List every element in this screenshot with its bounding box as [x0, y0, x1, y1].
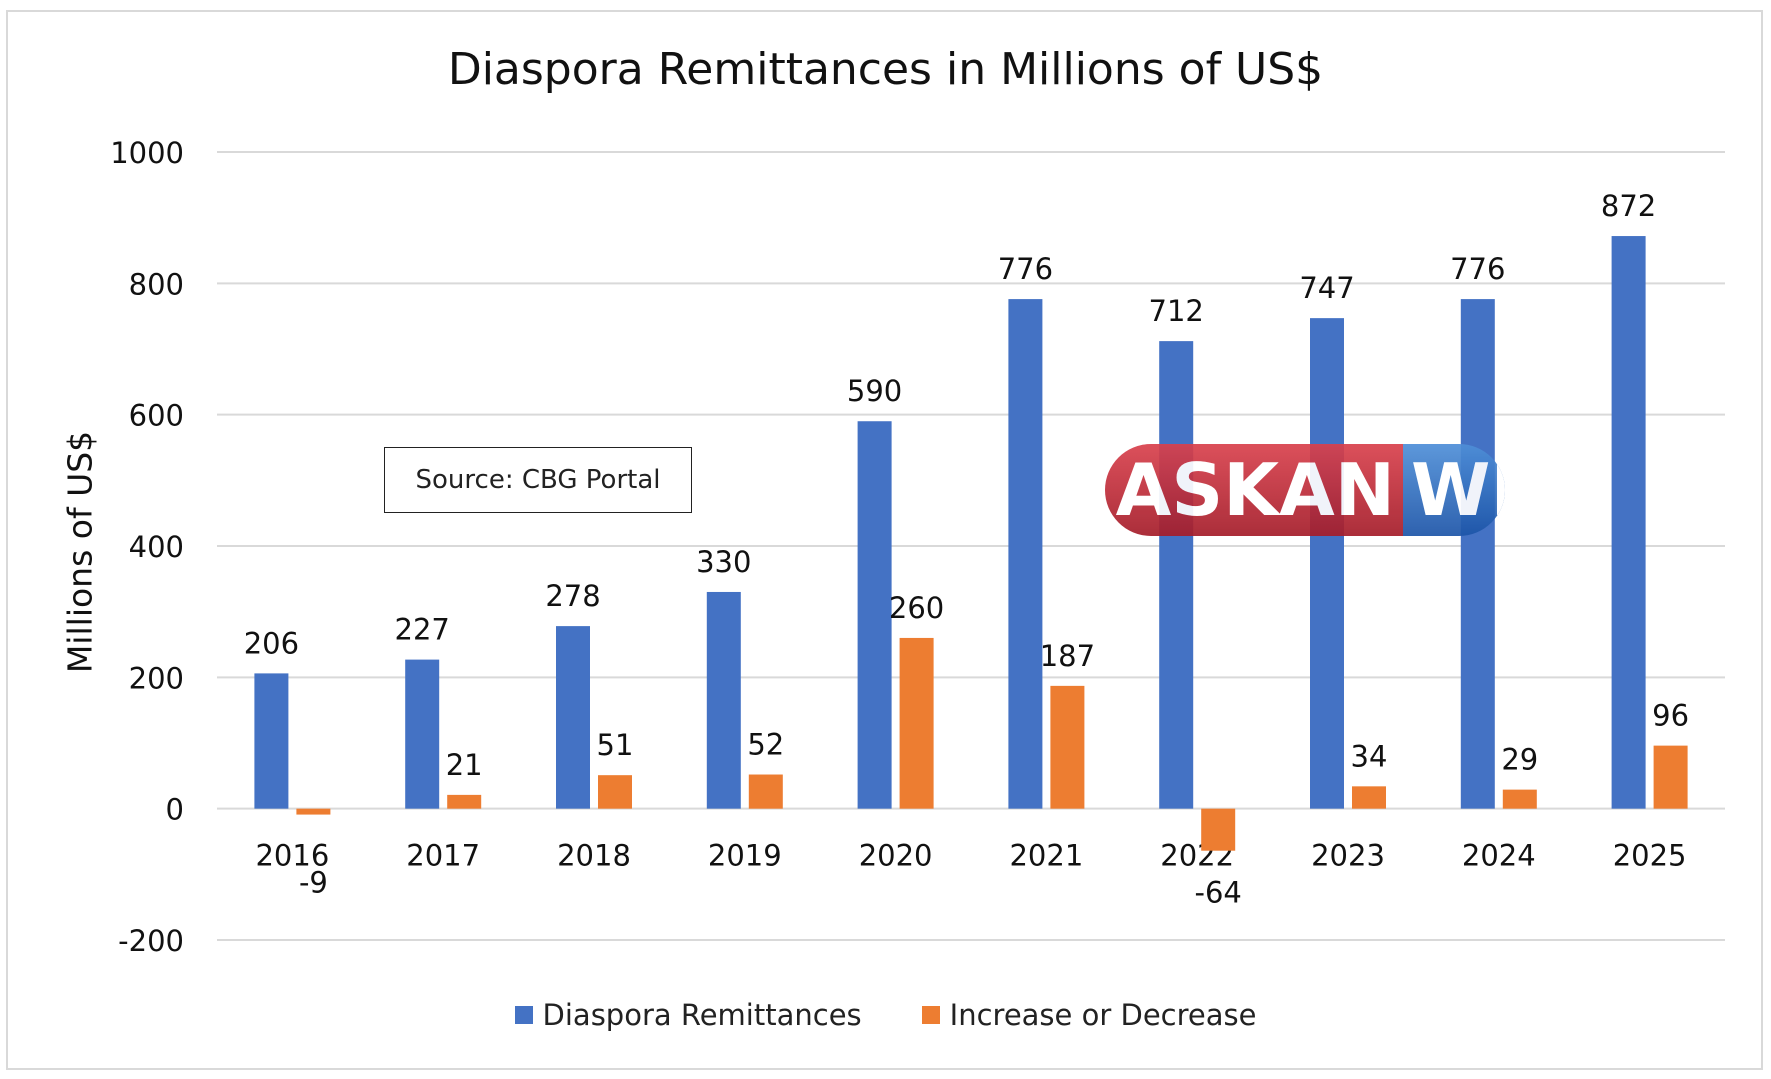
y-tick-label: 200: [129, 661, 184, 695]
bar-change: [598, 775, 632, 809]
legend-label-remittances: Diaspora Remittances: [542, 998, 862, 1032]
bar-change: [748, 774, 783, 809]
bar-change: [447, 794, 482, 809]
data-label-remittances: 590: [847, 374, 902, 408]
y-tick-label: -200: [118, 924, 184, 958]
x-tick-label: 2023: [1311, 839, 1385, 873]
data-label-change: 52: [747, 728, 784, 762]
y-tick-label: 800: [129, 267, 184, 301]
data-label-remittances: 872: [1601, 189, 1656, 223]
data-label-change: 96: [1652, 699, 1689, 733]
data-label-change: 187: [1040, 639, 1095, 673]
legend-label-change: Increase or Decrease: [949, 998, 1257, 1032]
bar-remittances: [1460, 299, 1495, 809]
data-label-change: 34: [1351, 739, 1388, 773]
data-label-change: -64: [1195, 876, 1242, 910]
y-tick-label: 1000: [110, 136, 184, 170]
bar-change: [1201, 808, 1236, 851]
bar-remittances: [706, 591, 741, 809]
data-label-change: 21: [446, 748, 483, 782]
x-tick-label: 2020: [859, 839, 933, 873]
bar-change: [1352, 786, 1386, 809]
legend-item-change: Increase or Decrease: [921, 998, 1257, 1032]
data-label-remittances: 206: [244, 626, 299, 660]
source-annotation: Source: CBG Portal: [384, 447, 692, 513]
bar-change: [1653, 745, 1688, 809]
bar-remittances: [857, 421, 892, 809]
legend-swatch-remittances: [514, 1006, 533, 1024]
y-tick-label: 400: [129, 530, 184, 564]
bar-change: [1502, 789, 1537, 809]
watermark-right-text: WI: [1403, 444, 1505, 536]
bar-remittances: [1611, 236, 1646, 809]
data-label-remittances: 227: [395, 613, 450, 647]
x-tick-label: 2019: [708, 839, 782, 873]
bar-remittances: [1008, 299, 1043, 809]
data-label-remittances: 330: [696, 545, 751, 579]
bar-change: [1050, 685, 1085, 809]
data-label-remittances: 776: [1450, 252, 1505, 286]
legend-item-remittances: Diaspora Remittances: [514, 998, 862, 1032]
data-label-change: -9: [299, 866, 328, 900]
chart-title: Diaspora Remittances in Millions of US$: [447, 44, 1324, 95]
legend-swatch-change: [921, 1006, 940, 1024]
bar-change: [296, 808, 331, 815]
x-tick-label: 2024: [1462, 839, 1536, 873]
data-label-remittances: 278: [545, 579, 600, 613]
x-tick-label: 2017: [406, 839, 480, 873]
data-label-change: 51: [597, 728, 634, 762]
data-label-remittances: 712: [1149, 294, 1204, 328]
x-tick-label: 2016: [255, 839, 329, 873]
y-tick-label: 600: [129, 399, 184, 433]
bar-remittances: [1159, 341, 1194, 809]
bar-remittances: [556, 626, 590, 809]
data-label-change: 29: [1501, 743, 1538, 777]
x-tick-label: 2018: [557, 839, 631, 873]
data-label-change: 260: [889, 591, 944, 625]
data-label-remittances: 747: [1299, 271, 1354, 305]
bar-remittances: [254, 673, 289, 809]
watermark-left-text: ASKAN: [1105, 444, 1403, 536]
data-label-remittances: 776: [998, 252, 1053, 286]
legend: Diaspora Remittances Increase or Decreas…: [0, 998, 1771, 1032]
bar-change: [899, 637, 934, 809]
watermark-logo: ASKAN WI: [1105, 444, 1505, 536]
bar-remittances: [1310, 318, 1344, 809]
x-tick-label: 2021: [1009, 839, 1083, 873]
bar-remittances: [405, 659, 440, 809]
x-tick-label: 2025: [1613, 839, 1687, 873]
y-tick-label: 0: [166, 793, 184, 827]
